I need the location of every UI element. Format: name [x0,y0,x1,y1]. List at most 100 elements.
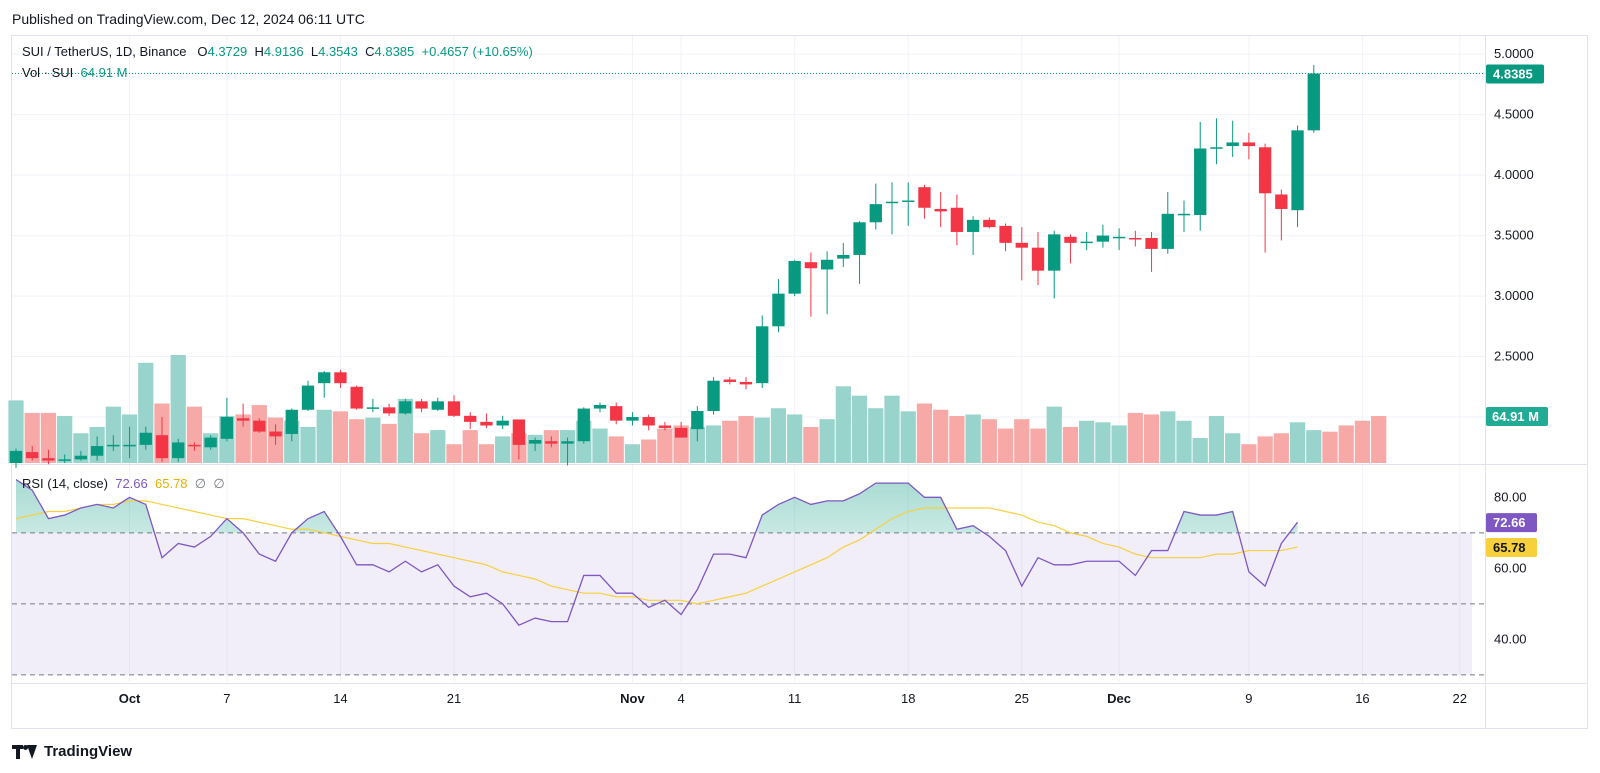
candle-body [804,262,818,269]
time-tick-label: 4 [677,691,684,706]
candle-body [837,254,850,259]
candle-body [123,444,136,447]
time-tick-label: 9 [1245,691,1252,706]
time-tick-label: 18 [901,691,915,706]
candle-body [658,425,672,428]
candle-body [74,455,88,460]
volume-bar [965,414,981,463]
candle-body [1226,142,1239,147]
volume-bar [608,436,624,463]
volume-bar [1127,412,1143,463]
volume-bar [57,416,73,463]
candle-body [545,441,558,444]
volume-bar [186,406,203,463]
volume-bar [1095,422,1111,463]
rsi-ma-line [15,500,1298,605]
volume-bar [1273,433,1289,463]
volume-bar [933,409,949,463]
candle-body [480,421,493,426]
rsi-ma-badge-label: 65.78 [1493,540,1526,555]
volume-bar [397,398,413,463]
legend-volume-label: Vol · SUI [22,65,74,80]
candle-body [820,259,834,270]
legend-rsi-na-1: ∅ [194,476,207,491]
candle-body [1145,238,1158,249]
volume-bar [819,419,835,463]
volume-bar [1160,411,1176,463]
candle-body [285,409,298,434]
volume-bar [1257,436,1273,463]
candle-body [918,187,931,208]
candle-body [9,450,23,463]
candle-body [691,410,704,430]
volume-bar [1208,416,1225,463]
volume-bar [754,417,770,463]
volume-bar [722,420,738,463]
price-tick-label: 3.5000 [1494,228,1534,243]
candle-body [1080,241,1093,244]
legend-symbol: SUI / TetherUS, 1D, Binance [22,44,187,59]
volume-bar [689,427,705,463]
volume-bar [997,428,1014,463]
volume-bar [1014,419,1030,463]
candle-body [1275,194,1288,209]
legend-volume: Vol · SUI 64.91 M [22,65,128,80]
time-tick-label: 25 [1015,691,1029,706]
volume-bar [770,408,787,463]
volume-bar [1111,425,1127,463]
volume-bar [300,427,316,463]
candle-body [301,385,315,410]
candle-body [561,441,574,444]
time-tick-label: Dec [1107,691,1131,706]
last-price-badge [1486,64,1544,84]
volume-bar [641,439,657,463]
candle-body [1307,73,1320,131]
candle-body [1210,147,1223,149]
candle-body [723,379,736,382]
candle-body [528,440,542,444]
rsi-line [15,479,1299,626]
legend-rsi-label: RSI (14, close) [22,476,108,491]
candle-body [188,444,201,447]
volume-bar [981,419,997,463]
legend-open-label: O [197,44,208,59]
candle-body [42,458,55,461]
candle-body [674,427,688,438]
candle-body [739,381,753,385]
legend-volume-value: 64.91 M [80,65,128,80]
candle-body [155,435,169,459]
volume-bar [24,412,40,463]
volume-badge-label: 64.91 M [1492,409,1539,424]
legend-low-label: L [310,44,319,59]
candle-body [966,219,980,232]
rsi-tick-label: 40.00 [1494,631,1527,646]
candle-body [1242,142,1256,147]
price-tick-label: 4.5000 [1494,107,1534,122]
candle-body [707,380,720,411]
legend-rsi-value: 72.66 [115,476,148,491]
rsi-value-badge-label: 72.66 [1493,515,1526,530]
candle-body [26,452,39,459]
last-price-badge-label: 4.8385 [1493,66,1533,81]
candle-body [983,219,996,228]
volume-bar [413,433,430,463]
volume-bar [1143,414,1160,463]
time-tick-label: 21 [447,691,461,706]
legend-change: +0.4657 (+10.65%) [421,44,533,59]
footer-brand[interactable]: TradingView [12,743,132,760]
volume-bar [251,405,267,463]
volume-bar [1306,430,1322,463]
candle-body [593,404,607,409]
candle-body [934,208,947,212]
volume-bar [478,444,495,463]
candle-body [950,207,964,232]
candle-body [1129,238,1142,240]
volume-bar [1371,416,1387,463]
rsi-overbought-fill [16,479,1298,533]
legend-ohlc: SUI / TetherUS, 1D, Binance O4.3729 H4.9… [22,44,533,59]
candle-body [236,418,250,421]
legend-low-value: 4.3543 [318,44,358,59]
volume-badge [1486,407,1548,427]
candle-body [642,417,655,426]
